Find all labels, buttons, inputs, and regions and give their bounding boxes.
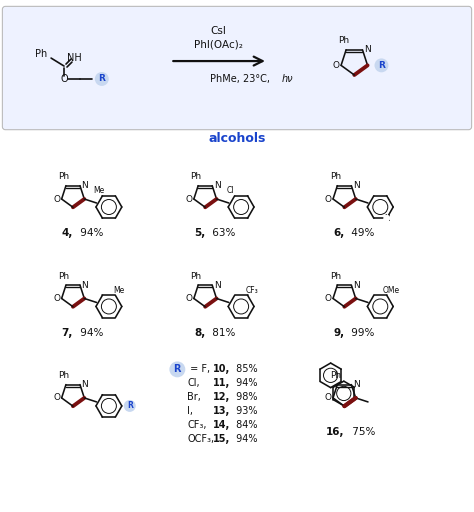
Text: Me: Me <box>93 186 104 195</box>
Text: 11,: 11, <box>213 378 230 388</box>
Text: O: O <box>53 294 60 303</box>
Text: 93%: 93% <box>233 406 257 416</box>
Text: 81%: 81% <box>209 328 236 337</box>
Text: 98%: 98% <box>233 392 257 402</box>
Circle shape <box>124 400 136 412</box>
Text: Br,: Br, <box>187 392 201 402</box>
Text: 6,: 6, <box>333 228 345 238</box>
Text: 5,: 5, <box>194 228 205 238</box>
Text: Me: Me <box>114 286 125 294</box>
Circle shape <box>383 215 390 222</box>
Text: Ph: Ph <box>191 272 202 281</box>
Text: hν: hν <box>282 74 293 84</box>
Text: N: N <box>82 281 88 290</box>
Text: I,: I, <box>187 406 193 416</box>
Text: N: N <box>353 380 360 389</box>
Text: O: O <box>325 393 331 402</box>
Text: Ph: Ph <box>330 172 341 181</box>
Text: Ph: Ph <box>58 272 70 281</box>
Text: 7,: 7, <box>62 328 73 337</box>
Text: N: N <box>82 380 88 389</box>
Text: O: O <box>53 393 60 402</box>
FancyArrowPatch shape <box>173 57 263 66</box>
Text: 9,: 9, <box>333 328 345 337</box>
Text: CF₃,: CF₃, <box>187 420 207 430</box>
Text: 12,: 12, <box>213 392 230 402</box>
Text: 4,: 4, <box>62 228 73 238</box>
Text: alcohols: alcohols <box>208 132 266 145</box>
Text: N: N <box>353 281 360 290</box>
Text: 63%: 63% <box>209 228 236 238</box>
Text: 49%: 49% <box>348 228 375 238</box>
Text: Ph: Ph <box>35 49 47 59</box>
Text: 85%: 85% <box>233 365 258 374</box>
Text: 84%: 84% <box>233 420 257 430</box>
Circle shape <box>95 72 109 86</box>
Text: NH: NH <box>66 53 82 63</box>
Text: 14,: 14, <box>213 420 230 430</box>
Text: OMe: OMe <box>382 286 399 294</box>
Text: O: O <box>60 74 68 84</box>
Text: Ph: Ph <box>58 172 70 181</box>
Text: 15,: 15, <box>213 434 230 444</box>
Text: CF₃: CF₃ <box>245 286 258 294</box>
Text: Cl,: Cl, <box>187 378 200 388</box>
Text: O: O <box>185 294 192 303</box>
Text: R: R <box>127 401 133 411</box>
Text: R: R <box>99 74 105 83</box>
Text: 94%: 94% <box>233 434 257 444</box>
Text: 16,: 16, <box>326 427 345 437</box>
Text: Ph: Ph <box>58 371 70 380</box>
Text: R: R <box>378 61 385 70</box>
Text: R: R <box>173 365 181 374</box>
Text: = F,: = F, <box>187 365 210 374</box>
Text: N: N <box>353 181 360 190</box>
Text: CsI: CsI <box>210 26 226 36</box>
Text: N: N <box>82 181 88 190</box>
Text: O: O <box>333 61 339 70</box>
Text: 94%: 94% <box>77 228 103 238</box>
Text: N: N <box>214 281 220 290</box>
Text: Cl: Cl <box>227 186 235 195</box>
Text: 13,: 13, <box>213 406 230 416</box>
Text: Ph: Ph <box>330 272 341 281</box>
Text: N: N <box>384 214 390 223</box>
Text: PhMe, 23°C,: PhMe, 23°C, <box>210 74 273 84</box>
FancyBboxPatch shape <box>2 6 472 130</box>
Text: N: N <box>364 45 371 54</box>
Text: 94%: 94% <box>233 378 257 388</box>
Text: Ph: Ph <box>191 172 202 181</box>
Text: Ph: Ph <box>338 36 350 46</box>
Text: Ph: Ph <box>330 371 341 380</box>
Text: 10,: 10, <box>213 365 230 374</box>
Text: 8,: 8, <box>194 328 205 337</box>
Text: O: O <box>185 195 192 203</box>
Text: 99%: 99% <box>348 328 375 337</box>
Text: PhI(OAc)₂: PhI(OAc)₂ <box>194 39 243 49</box>
Text: N: N <box>214 181 220 190</box>
Text: OCF₃,: OCF₃, <box>187 434 214 444</box>
Circle shape <box>374 58 388 72</box>
Text: O: O <box>325 195 331 203</box>
Text: O: O <box>325 294 331 303</box>
Text: 75%: 75% <box>349 427 376 437</box>
Circle shape <box>169 361 185 377</box>
Text: O: O <box>53 195 60 203</box>
Text: 94%: 94% <box>77 328 103 337</box>
